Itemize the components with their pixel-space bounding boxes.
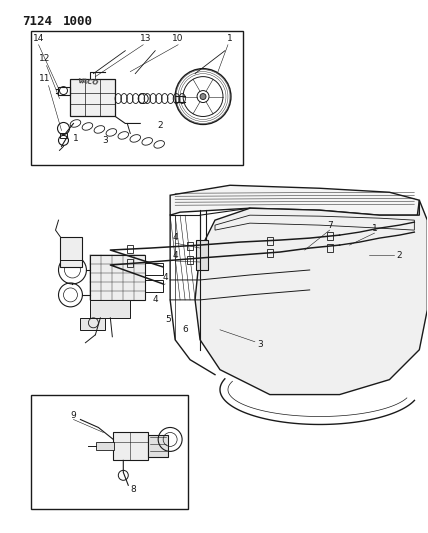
Text: 9: 9 xyxy=(71,411,76,420)
Bar xyxy=(187,256,193,264)
Bar xyxy=(127,245,133,253)
Text: 1000: 1000 xyxy=(62,15,92,28)
Text: 3: 3 xyxy=(257,340,263,349)
Bar xyxy=(145,263,163,275)
Bar xyxy=(148,435,168,457)
Bar xyxy=(30,394,188,509)
Bar xyxy=(327,244,333,252)
Text: 5: 5 xyxy=(165,316,171,324)
Text: 4: 4 xyxy=(172,232,178,241)
Bar xyxy=(113,432,148,461)
Bar xyxy=(60,237,83,267)
Bar xyxy=(57,86,71,94)
Text: 8: 8 xyxy=(131,485,136,494)
Text: 10: 10 xyxy=(172,34,184,43)
Text: 11: 11 xyxy=(39,74,51,83)
Bar xyxy=(187,242,193,250)
Bar xyxy=(90,255,145,300)
Circle shape xyxy=(200,94,206,100)
Text: 7: 7 xyxy=(327,221,333,230)
Polygon shape xyxy=(195,200,427,394)
Text: 13: 13 xyxy=(140,34,151,43)
Text: 1: 1 xyxy=(372,224,377,232)
Bar xyxy=(90,300,130,318)
Text: 6: 6 xyxy=(182,325,188,334)
Bar xyxy=(30,31,243,165)
Text: 3: 3 xyxy=(102,136,108,145)
Text: 2: 2 xyxy=(397,251,402,260)
Bar xyxy=(80,318,105,330)
Bar xyxy=(59,133,68,139)
Text: 7124: 7124 xyxy=(23,15,53,28)
Bar xyxy=(71,78,115,117)
Bar xyxy=(327,232,333,240)
Text: 4: 4 xyxy=(162,273,168,282)
Bar xyxy=(96,442,114,450)
Bar xyxy=(145,280,163,292)
Text: 1: 1 xyxy=(73,134,78,143)
Text: 4: 4 xyxy=(172,251,178,260)
Text: 14: 14 xyxy=(33,34,44,43)
Text: 4: 4 xyxy=(152,295,158,304)
Bar xyxy=(127,259,133,267)
Bar xyxy=(196,240,208,270)
Text: 1: 1 xyxy=(227,34,233,43)
Polygon shape xyxy=(170,185,419,215)
Text: 2: 2 xyxy=(158,121,163,130)
Bar xyxy=(267,249,273,257)
Bar xyxy=(267,237,273,245)
Text: VACO: VACO xyxy=(77,78,99,86)
Text: 12: 12 xyxy=(39,54,50,63)
